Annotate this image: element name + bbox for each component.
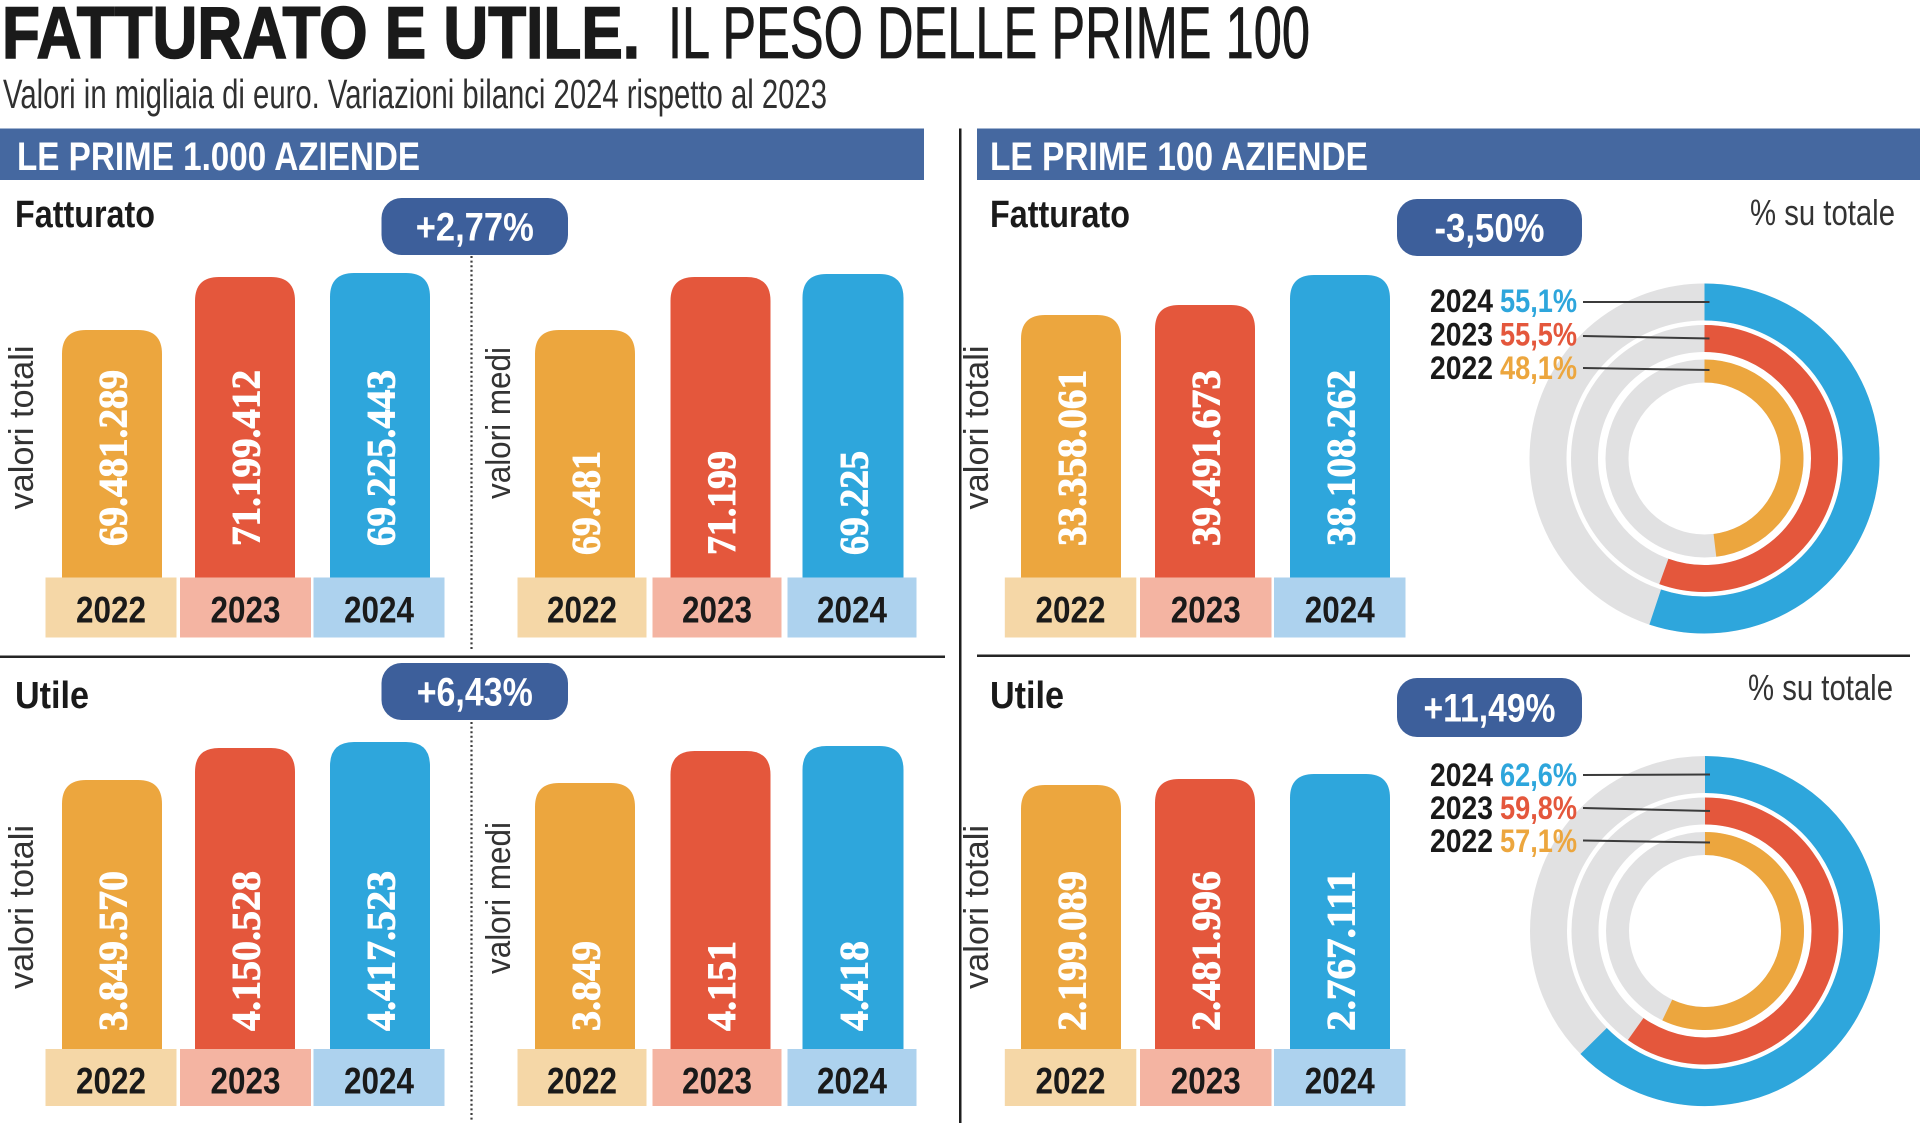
svg-text:% su totale: % su totale [1750,192,1895,233]
svg-text:39.491.673: 39.491.673 [1184,370,1229,546]
svg-text:59,8%: 59,8% [1500,790,1577,826]
svg-text:2023: 2023 [1171,1061,1241,1102]
svg-text:71.199: 71.199 [699,451,744,555]
svg-text:2022: 2022 [1036,590,1106,631]
svg-text:FATTURATO E UTILE.: FATTURATO E UTILE. [2,0,640,74]
svg-text:2023: 2023 [211,1061,281,1102]
svg-text:69.225.443: 69.225.443 [359,370,404,546]
svg-text:2023: 2023 [682,590,752,631]
svg-text:2.199.089: 2.199.089 [1050,871,1095,1031]
svg-text:48,1%: 48,1% [1500,350,1577,386]
svg-text:2024: 2024 [1305,590,1375,631]
svg-text:Fatturato: Fatturato [15,194,155,236]
svg-text:valori medi: valori medi [480,347,518,499]
svg-text:2024: 2024 [1305,1061,1375,1102]
svg-text:62,6%: 62,6% [1500,757,1577,793]
svg-text:+6,43%: +6,43% [417,671,533,715]
svg-text:2024: 2024 [1430,283,1493,319]
svg-text:IL PESO DELLE PRIME 100: IL PESO DELLE PRIME 100 [668,0,1310,74]
svg-text:2023: 2023 [1430,317,1493,353]
svg-text:2023: 2023 [682,1061,752,1102]
svg-text:2022: 2022 [1036,1061,1106,1102]
svg-text:3.849.570: 3.849.570 [91,871,136,1031]
svg-text:2024: 2024 [344,1061,414,1102]
svg-text:57,1%: 57,1% [1500,823,1577,859]
svg-text:2023: 2023 [211,590,281,631]
svg-text:71.199.412: 71.199.412 [224,370,269,546]
svg-text:55,1%: 55,1% [1500,283,1577,319]
svg-text:Utile: Utile [990,675,1064,717]
svg-text:Fatturato: Fatturato [990,194,1130,236]
svg-text:2022: 2022 [547,1061,617,1102]
svg-text:% su totale: % su totale [1748,667,1893,708]
svg-text:4.418: 4.418 [832,941,877,1031]
svg-text:Utile: Utile [15,675,89,717]
svg-text:valori totali: valori totali [3,825,41,989]
svg-text:LE PRIME 100 AZIENDE: LE PRIME 100 AZIENDE [990,135,1368,179]
svg-text:2022: 2022 [1430,350,1493,386]
svg-text:55,5%: 55,5% [1500,317,1577,353]
svg-text:33.358.061: 33.358.061 [1050,370,1095,546]
svg-text:2.481.996: 2.481.996 [1184,871,1229,1031]
svg-text:2.767.111: 2.767.111 [1319,871,1364,1031]
svg-text:69.481.289: 69.481.289 [91,370,136,546]
svg-text:38.108.262: 38.108.262 [1319,370,1364,546]
svg-text:4.150.528: 4.150.528 [224,871,269,1031]
svg-text:4.151: 4.151 [699,941,744,1031]
svg-text:valori totali: valori totali [3,346,41,510]
svg-text:valori medi: valori medi [480,822,518,974]
svg-text:+2,77%: +2,77% [416,206,534,250]
svg-text:+11,49%: +11,49% [1424,687,1556,731]
svg-text:2022: 2022 [547,590,617,631]
svg-text:2022: 2022 [76,1061,146,1102]
svg-text:LE PRIME 1.000 AZIENDE: LE PRIME 1.000 AZIENDE [17,135,420,179]
svg-text:4.417.523: 4.417.523 [359,871,404,1031]
svg-text:2024: 2024 [1430,757,1493,793]
svg-text:Valori in migliaia di euro. Va: Valori in migliaia di euro. Variazioni b… [3,71,827,117]
svg-text:2023: 2023 [1171,590,1241,631]
svg-text:69.225: 69.225 [832,451,877,555]
svg-text:2023: 2023 [1430,790,1493,826]
svg-text:2022: 2022 [1430,823,1493,859]
svg-text:valori totali: valori totali [958,825,996,989]
svg-text:2024: 2024 [817,1061,887,1102]
svg-text:69.481: 69.481 [564,451,609,555]
svg-text:2024: 2024 [344,590,414,631]
svg-text:2024: 2024 [817,590,887,631]
svg-text:2022: 2022 [76,590,146,631]
svg-text:-3,50%: -3,50% [1435,207,1545,251]
svg-text:valori totali: valori totali [958,346,996,510]
svg-text:3.849: 3.849 [564,941,609,1031]
